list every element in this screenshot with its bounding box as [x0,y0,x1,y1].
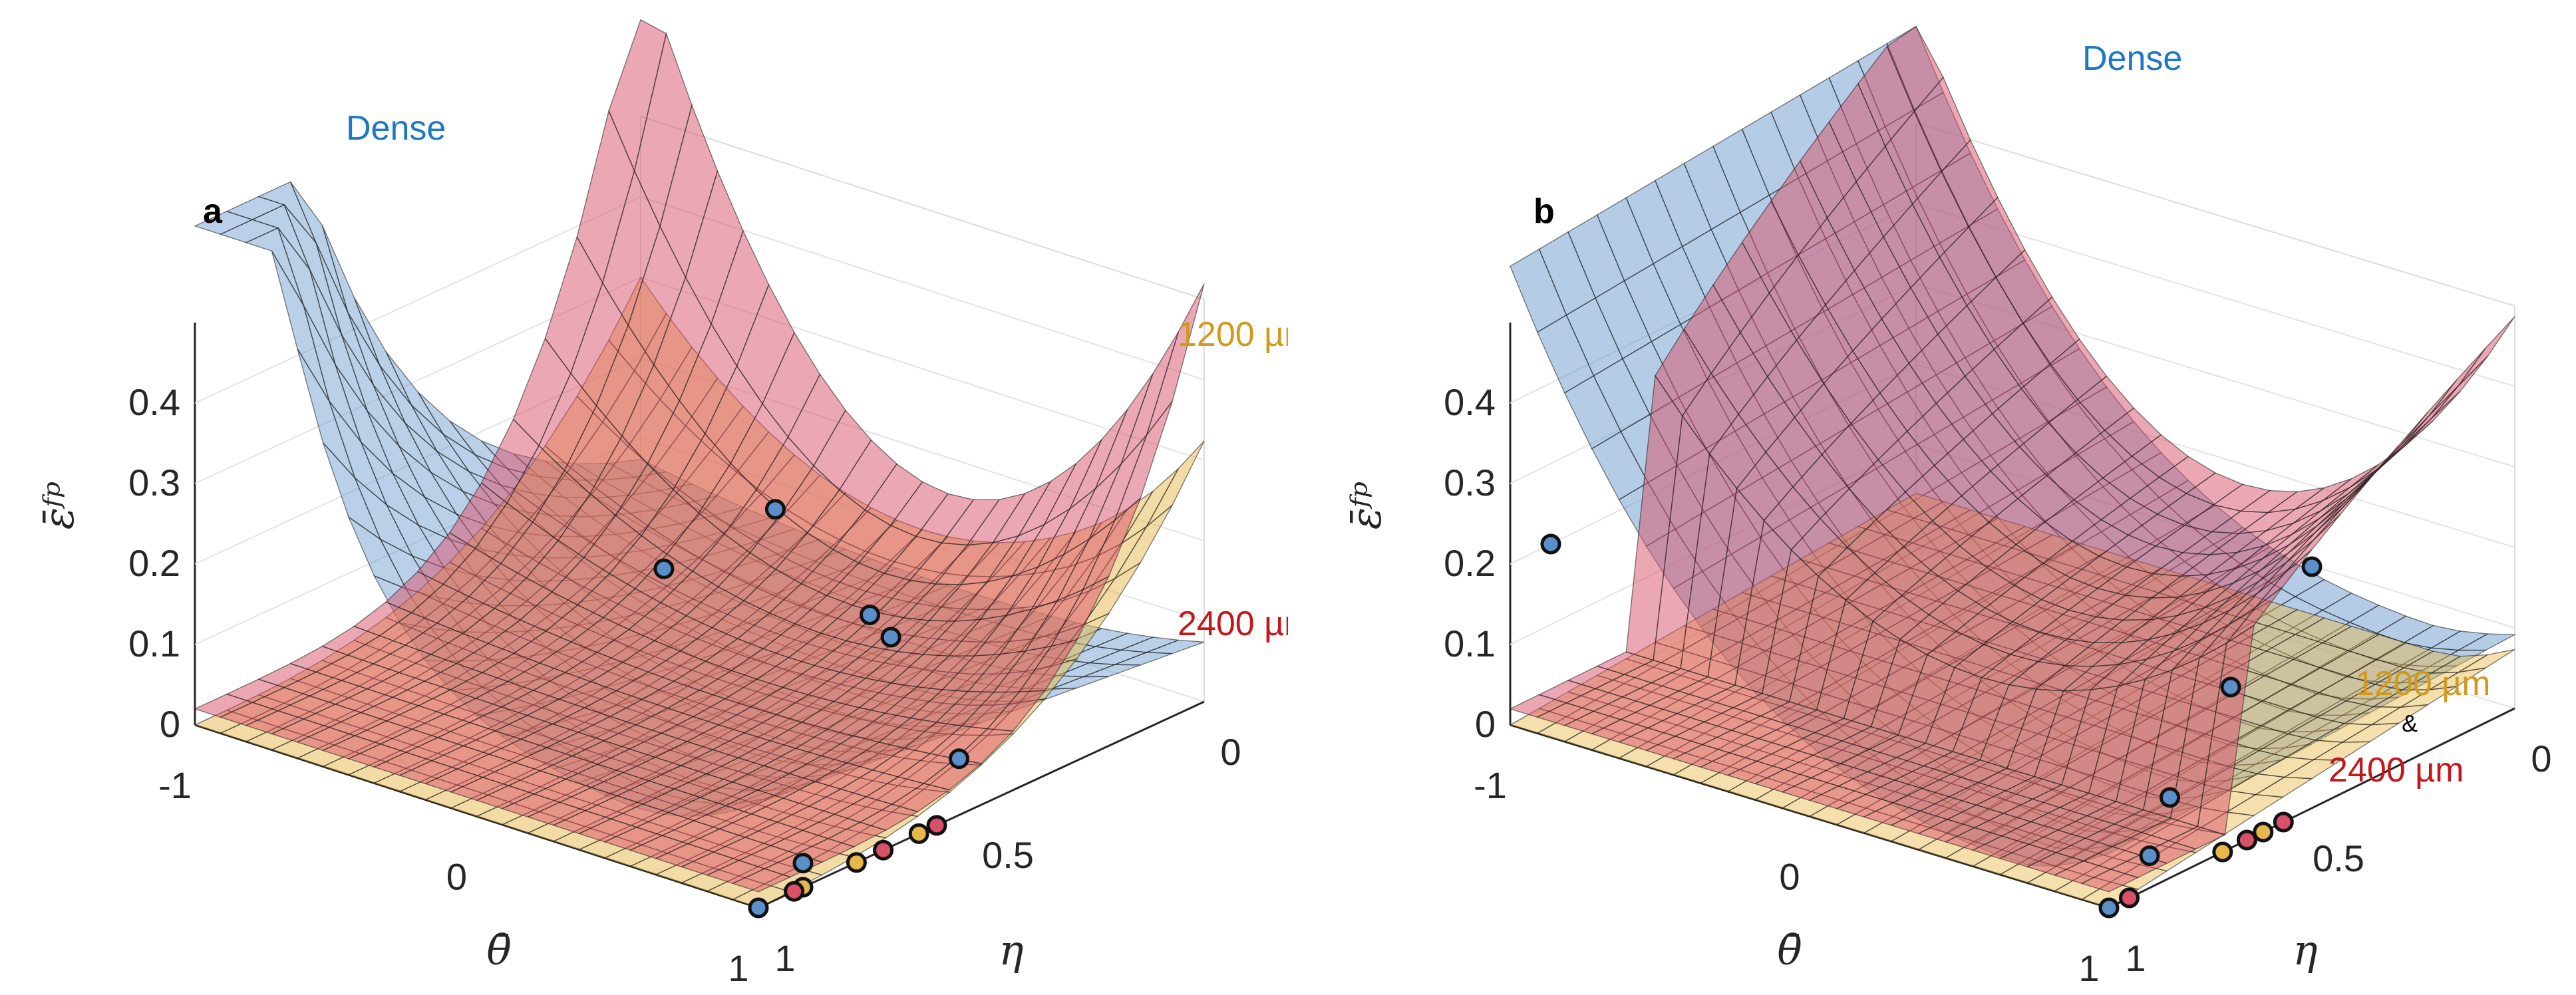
z-tick-label: 0.1 [128,623,180,664]
data-point [949,748,969,770]
surface-cell [2400,379,2458,446]
data-point [860,605,880,625]
series-label-1200: 1200 µm [2355,664,2490,703]
x-tick-label: 1 [2078,947,2099,989]
series-label-dense: Dense [2082,39,2182,78]
y-tick-label: 0.5 [2313,837,2364,879]
data-point [2301,556,2323,577]
data-point [792,853,814,874]
panel-b: 0 0.1 0.2 0.3 0.4 -1 0 1 1 0.5 0 b θ̄ η ε̄ᶠᵖ Dense 1200 … [1304,0,2576,995]
data-point [2220,676,2241,698]
y-axis-label: η [999,926,1023,974]
surface-cell [2429,347,2486,416]
series-label-1200: 1200 µm [1178,315,1288,354]
data-point [653,558,675,579]
y-tick-label: 1 [774,937,795,979]
y-axis-line [2108,707,2515,909]
surface-2400m [194,19,1205,893]
y-axis-line [758,700,1205,909]
data-point [2273,811,2294,833]
data-point [2098,897,2120,919]
y-tick-label: 0 [2531,738,2551,780]
panel-a: 0 0.1 0.2 0.3 0.4 -1 0 1 1 0.5 0 a θ̄ η ε̄ᶠᵖ Dense 1200 … [35,19,1288,989]
panel-letter: b [1533,192,1555,231]
surface-cell [2456,633,2517,651]
data-point [880,627,901,648]
data-point [908,823,929,844]
surface-cell [2458,648,2515,673]
y-tick-label: 0 [1220,731,1241,773]
z-tick-label: 0.4 [1444,381,1496,423]
x-tick-label: -1 [158,764,192,806]
surface-plot-a: 0 0.1 0.2 0.3 0.4 -1 0 1 1 0.5 0 a θ̄ η ε̄ᶠᵖ Dense 1200 … [35,19,1288,989]
z-tick-label: 0.2 [128,542,180,584]
data-point [2119,887,2140,909]
data-point [784,881,805,902]
series-label-dense: Dense [346,109,446,148]
surface-cell [1146,283,1205,436]
z-tick-label: 0 [160,703,180,745]
series-label-2400: 2400 µm [1178,605,1288,643]
series-label-2400: 2400 µm [2329,751,2464,789]
data-point [2139,845,2160,867]
y-tick-label: 1 [2125,937,2146,979]
data-point [846,852,867,873]
z-axis-label: ε̄ᶠᵖ [1342,482,1390,530]
surface-cell [2458,316,2515,386]
z-axis-label: ε̄ᶠᵖ [35,482,83,530]
data-point [764,499,786,520]
x-tick-label: -1 [1474,764,1507,806]
x-tick-label: 1 [728,947,748,989]
x-axis-label: θ̄ [1777,926,1802,974]
surface-cell [1146,639,1205,654]
data-point [2253,821,2274,843]
data-point [873,839,894,861]
y-axis-label: η [2293,926,2317,974]
z-tick-label: 0.3 [1444,462,1496,503]
z-tick-label: 0 [1475,703,1496,745]
surface-cell [1146,440,1205,527]
z-tick-label: 0.4 [128,381,180,423]
data-point [2160,787,2180,808]
surface-plot-b: 0 0.1 0.2 0.3 0.4 -1 0 1 1 0.5 0 b θ̄ η ε̄ᶠᵖ Dense 1200 … [1342,25,2552,989]
data-point [748,897,769,919]
z-tick-label: 0.1 [1444,623,1496,664]
x-axis-label: θ̄ [486,926,511,974]
x-tick-label: 0 [1779,856,1800,898]
y-tick-label: 0.5 [982,834,1034,876]
series-label-joiner: & [2402,710,2418,737]
data-point [2212,841,2233,863]
x-tick-label: 0 [446,856,467,898]
surface-cell [2431,356,2488,419]
z-tick-label: 0.2 [1444,542,1496,584]
data-point [926,815,947,836]
data-point [1540,533,1561,555]
z-tick-label: 0.3 [128,462,180,503]
surface-2400m [1509,25,2515,893]
panel-letter: a [203,192,223,231]
data-point [2236,829,2257,851]
